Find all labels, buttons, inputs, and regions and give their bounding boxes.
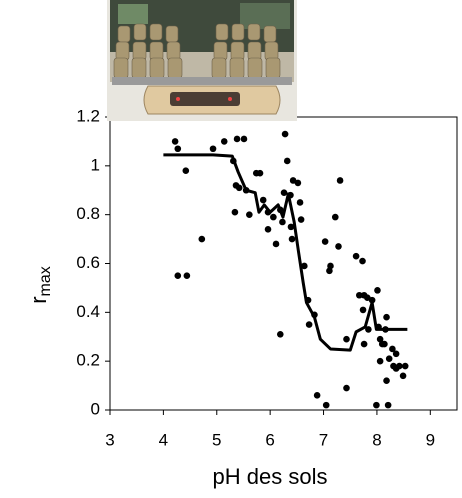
y-tick-label: 1 [91, 155, 100, 174]
data-point [321, 238, 329, 245]
data-point [280, 189, 288, 196]
data-point [209, 145, 217, 153]
data-point [327, 262, 334, 270]
data-point [392, 365, 400, 372]
data-point [220, 138, 228, 145]
data-point [182, 167, 190, 175]
x-tick-label: 8 [372, 430, 381, 449]
data-point [288, 235, 296, 243]
data-point [359, 306, 367, 314]
data-point [240, 135, 248, 143]
data-point [374, 287, 381, 294]
data-point [385, 355, 393, 363]
data-point [343, 384, 350, 392]
data-point [198, 235, 206, 243]
data-point [359, 257, 366, 265]
x-tick-label: 4 [159, 430, 168, 449]
x-tick-label: 9 [426, 430, 435, 449]
data-point [183, 272, 191, 280]
data-point [231, 208, 239, 216]
y-axis-title-main: r [26, 296, 51, 303]
y-tick-label: 1.2 [76, 106, 100, 125]
data-point [294, 179, 302, 187]
data-point [343, 335, 350, 343]
y-tick-label: 0.8 [76, 204, 100, 223]
y-tick-label: 0.6 [76, 253, 100, 272]
x-tick-label: 5 [212, 430, 221, 449]
data-point [399, 372, 407, 380]
data-point [360, 340, 368, 348]
data-point [279, 218, 286, 226]
data-point [296, 199, 304, 206]
data-point [356, 291, 363, 299]
data-point [322, 401, 330, 409]
photo [107, 0, 297, 121]
data-point [383, 377, 390, 385]
data-point [256, 169, 264, 177]
data-point [174, 272, 182, 280]
data-point [174, 145, 182, 153]
data-point [368, 296, 376, 304]
data-point [301, 262, 308, 270]
data-point [335, 243, 342, 250]
y-axis-title: rmax [26, 266, 54, 304]
data-point [331, 213, 339, 221]
trend-line [163, 153, 408, 352]
data-point [389, 345, 396, 353]
x-axis-title: pH des sols [213, 464, 328, 489]
plot-area [105, 116, 431, 415]
data-point [264, 226, 272, 233]
data-point [401, 362, 409, 370]
y-tick-label: 0 [91, 399, 100, 418]
data-point [171, 138, 179, 145]
data-point [270, 213, 277, 221]
x-tick-label: 6 [265, 430, 274, 449]
data-point [259, 196, 267, 204]
data-point [246, 211, 253, 218]
data-point [276, 331, 284, 338]
data-point [272, 240, 280, 248]
data-point [281, 130, 289, 138]
data-point [313, 392, 321, 399]
data-point [352, 252, 360, 260]
data-point [305, 321, 313, 328]
y-tick-label: 0.2 [76, 351, 100, 370]
data-point [287, 223, 295, 231]
data-point [233, 135, 241, 143]
data-point [392, 350, 400, 358]
data-point [365, 326, 372, 333]
data-point [384, 401, 392, 409]
x-tick-label: 3 [105, 430, 114, 449]
data-point [283, 157, 291, 165]
data-point [297, 216, 305, 223]
data-point [373, 401, 380, 409]
y-axis-title-subscript: max [37, 266, 54, 296]
x-tick-label: 7 [319, 430, 328, 449]
data-point [235, 184, 243, 192]
data-point [383, 313, 390, 321]
data-point [336, 177, 344, 184]
y-tick-label: 0.4 [76, 302, 100, 321]
data-point [376, 357, 384, 365]
data-point [381, 340, 388, 348]
